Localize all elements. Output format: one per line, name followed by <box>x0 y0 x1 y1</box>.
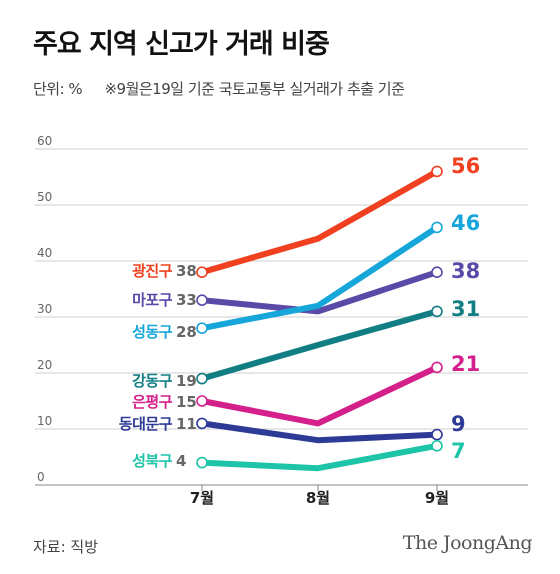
series-name-2: 성동구 <box>132 323 173 341</box>
end-value-5: 9 <box>451 412 466 436</box>
data-point-1-0 <box>196 294 208 307</box>
chart-title: 주요 지역 신고가 거래 비중 <box>33 29 330 60</box>
series-line-2 <box>199 224 440 332</box>
series-line-0 <box>199 168 440 276</box>
end-value-4: 21 <box>451 352 480 376</box>
data-point-1-2 <box>431 266 443 279</box>
end-value-3: 31 <box>451 297 480 321</box>
series-line-6 <box>199 442 440 472</box>
y-tick-label-20: 20 <box>37 358 52 372</box>
x-tick-label-2: 9월 <box>425 489 449 507</box>
x-tick-label-1: 8월 <box>306 489 330 507</box>
data-point-4-0 <box>196 395 208 407</box>
series-name-4: 은평구 <box>132 393 173 411</box>
data-point-3-0 <box>196 372 208 385</box>
source-label: 자료: 직방 <box>33 538 99 556</box>
start-value-1: 33 <box>176 291 197 309</box>
series-name-6: 성북구 <box>132 452 173 470</box>
series-line-5 <box>199 420 440 444</box>
y-tick-label-50: 50 <box>37 190 52 204</box>
x-tick-label-0: 7월 <box>190 489 214 507</box>
data-point-0-2 <box>431 165 443 178</box>
y-tick-label-30: 30 <box>37 302 52 316</box>
data-point-2-2 <box>431 221 443 234</box>
data-point-2-0 <box>196 322 208 335</box>
end-value-1: 38 <box>451 259 480 283</box>
data-note: ※9월은19일 기준 국토교통부 실거래가 추출 기준 <box>104 80 405 98</box>
data-point-5-0 <box>196 417 208 430</box>
series-line-3 <box>199 308 440 382</box>
y-tick-label-40: 40 <box>37 246 52 260</box>
y-tick-label-10: 10 <box>37 414 52 428</box>
series-name-1: 마포구 <box>132 291 173 309</box>
brand-logo: The JoongAng <box>402 532 533 554</box>
data-point-5-2 <box>431 428 443 441</box>
end-value-6: 7 <box>451 439 466 463</box>
data-point-6-2 <box>431 439 443 452</box>
y-tick-label-0: 0 <box>37 470 45 484</box>
start-value-5: 11 <box>176 415 197 433</box>
start-value-4: 15 <box>176 393 197 411</box>
series-name-5: 동대문구 <box>119 415 173 433</box>
data-point-3-2 <box>431 305 443 318</box>
chart-subtitle: 단위: % ※9월은19일 기준 국토교통부 실거래가 추출 기준 <box>33 78 405 99</box>
series-name-3: 강동구 <box>132 372 173 390</box>
data-point-0-0 <box>196 266 208 279</box>
start-value-3: 19 <box>176 372 197 390</box>
data-point-4-2 <box>431 361 443 374</box>
start-value-2: 28 <box>176 323 197 341</box>
y-tick-label-60: 60 <box>37 134 52 148</box>
end-value-0: 56 <box>451 154 480 178</box>
series-line-1 <box>199 269 440 315</box>
start-value-0: 38 <box>176 262 197 280</box>
end-value-2: 46 <box>451 211 480 235</box>
series-line-4 <box>199 364 440 427</box>
data-point-6-0 <box>196 456 208 469</box>
start-value-6: 4 <box>176 452 186 470</box>
unit-label: 단위: % <box>33 80 83 98</box>
series-name-0: 광진구 <box>132 262 173 280</box>
